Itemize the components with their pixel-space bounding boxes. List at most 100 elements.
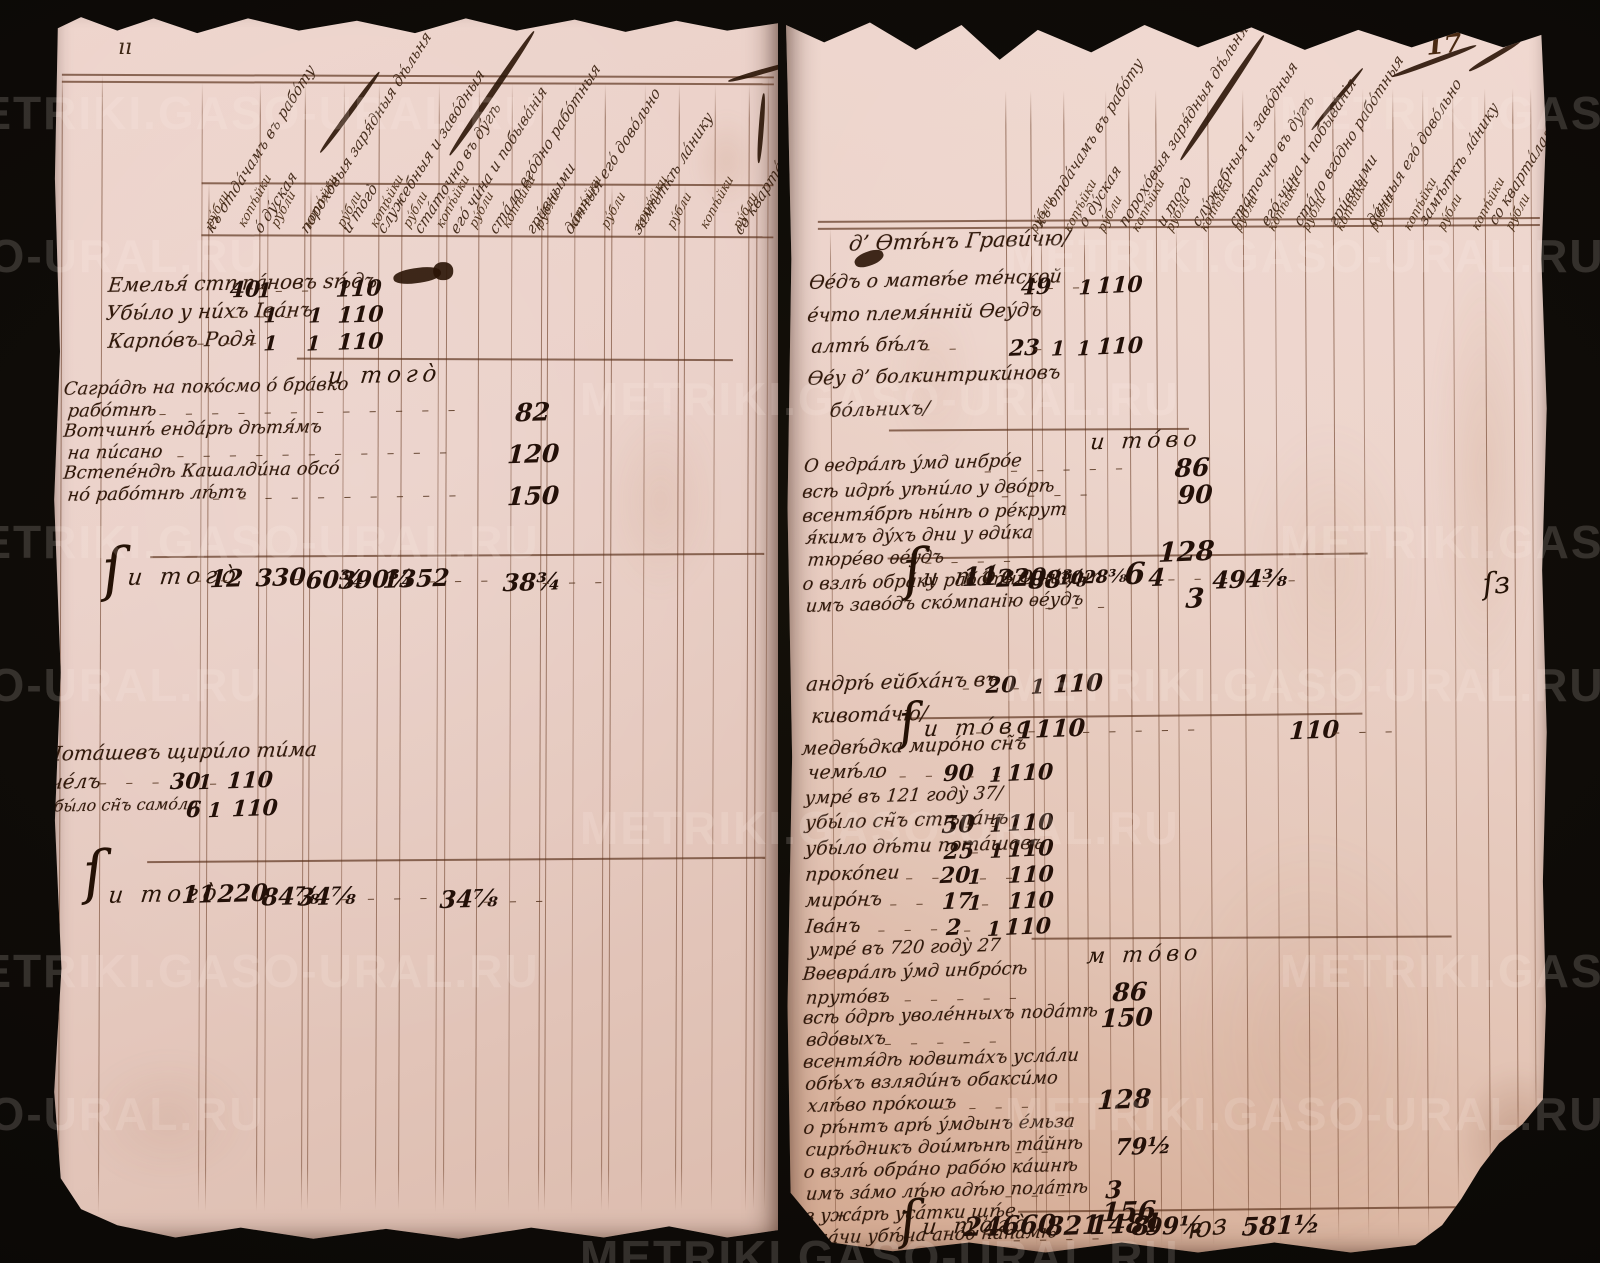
- handwritten-number: 30: [169, 768, 202, 796]
- ruled-line-vertical: [674, 83, 680, 1211]
- ink-bracket: ſз: [1481, 565, 1512, 603]
- ruled-line-vertical: [680, 183, 686, 1209]
- right-page-content: къ отда́чамъ въ рабо́ту о́ ду́ская порохо́…: [786, 22, 1547, 1252]
- handwritten-number: 1: [307, 303, 324, 328]
- handwritten-number: 110: [1004, 912, 1052, 941]
- ruled-line-vertical: [537, 83, 543, 1213]
- handwritten-number: 110: [231, 794, 279, 823]
- handwritten-number: 6: [185, 796, 202, 824]
- ruled-line-vertical: [1155, 90, 1163, 1247]
- handwritten-entry: Убы́ло сн̃ъ само́ло: [41, 793, 199, 816]
- handwritten-number: 3: [1184, 583, 1206, 615]
- left-page: къ отда́чамъ въ рабо́ту о́ ду́ская порохо́…: [54, 17, 778, 1239]
- dash-leader: – – – – – – – – – –: [212, 485, 464, 508]
- handwritten-entry: Пота́шевъ щири́ло ти́ма: [43, 736, 319, 766]
- handwritten-number: 110: [1007, 860, 1055, 889]
- ruled-line-vertical: [1128, 90, 1136, 1245]
- handwritten-number: 110: [1034, 712, 1086, 744]
- right-page: къ отда́чамъ въ рабо́ту о́ ду́ская порохо́…: [786, 22, 1547, 1253]
- dash-leader: –: [961, 678, 977, 698]
- ruled-line-vertical: [97, 73, 103, 1214]
- ruled-line-vertical: [300, 82, 306, 1212]
- ruled-line-vertical: [1063, 90, 1071, 1245]
- handwritten-number: 110: [226, 766, 274, 795]
- handwritten-number: 1: [1076, 335, 1092, 361]
- left-page-content: къ отда́чамъ въ рабо́ту о́ ду́ская порохо́…: [54, 17, 778, 1239]
- ink-stroke: [433, 262, 454, 281]
- dash-leader: –: [1011, 678, 1027, 697]
- handwritten-number: 581½: [1241, 1209, 1321, 1242]
- handwritten-number: 150: [1099, 1002, 1154, 1034]
- handwritten-number: 1: [989, 838, 1005, 863]
- ruled-line-vertical: [600, 83, 606, 1211]
- handwritten-number: 110: [336, 301, 385, 329]
- handwritten-number: 1: [1050, 335, 1066, 361]
- ruled-line-vertical: [543, 183, 549, 1211]
- ink-bracket: ſ: [99, 534, 126, 604]
- handwritten-number: 11: [961, 561, 1000, 594]
- ruled-line-vertical: [339, 82, 345, 1212]
- handwritten-number: 150: [506, 480, 561, 512]
- handwritten-number: 20: [939, 861, 972, 890]
- ruled-line-horizontal: [296, 357, 733, 361]
- ruled-line-horizontal: [61, 80, 774, 85]
- handwritten-entry: всѣ о́дрѣ уволе́нныхъ пода́тѣ: [801, 1000, 1100, 1029]
- ruled-line-horizontal: [61, 73, 774, 79]
- paper-stain: [1161, 828, 1464, 1251]
- ink-stroke: [756, 93, 767, 164]
- dash-leader: – – –: [482, 891, 551, 911]
- handwritten-entry: вдо́выхъ: [805, 1027, 888, 1051]
- handwritten-number: 1028⅜: [1057, 565, 1128, 590]
- handwritten-number: 11: [180, 879, 216, 910]
- total-label: и то́во: [1088, 426, 1203, 456]
- handwritten-number: 6: [1123, 556, 1147, 593]
- ruled-line-vertical: [1105, 90, 1113, 1247]
- ruled-line-vertical: [474, 83, 480, 1213]
- handwritten-number: 82: [514, 397, 551, 428]
- handwritten-number: 1: [262, 330, 279, 356]
- ink-stroke: [727, 59, 778, 84]
- ruled-line-vertical: [570, 83, 576, 1213]
- ruled-line-vertical: [255, 82, 261, 1212]
- dash-leader: – – –: [1044, 597, 1112, 617]
- ink-flourish: юз: [1187, 1206, 1228, 1246]
- total-label: м то́во: [1085, 940, 1204, 970]
- handwritten-entry: на пи́сано: [66, 441, 164, 464]
- handwritten-number: 1: [1078, 274, 1094, 300]
- handwritten-entry: Встепе́ндѣ Кашалди́на обсо́: [62, 457, 341, 484]
- ruled-line-vertical: [507, 83, 513, 1211]
- subcolumn-header: ру́бли: [1366, 190, 1397, 234]
- handwritten-number: 90: [1177, 479, 1214, 510]
- dash-leader: – – –: [196, 333, 265, 353]
- ink-stroke: [1467, 38, 1523, 74]
- handwritten-entry: Вѳевра́лѣ у́мд инбро́сѣ: [801, 957, 1029, 985]
- handwritten-number: 110: [1096, 332, 1144, 361]
- ruled-line-vertical: [752, 184, 758, 1210]
- pen-mark: ıı: [117, 34, 133, 61]
- handwritten-number: 86: [1111, 976, 1148, 1008]
- handwritten-number: 1: [207, 797, 223, 823]
- handwritten-number: 110: [1006, 758, 1054, 787]
- ruled-line-vertical: [442, 183, 448, 1211]
- handwritten-entry: медвѣ́дка миро́но сн̃ъ: [800, 731, 1028, 760]
- handwritten-entry: Ѳе́у д’ болкинтрики́новъ: [806, 361, 1062, 390]
- ruled-line-vertical: [374, 82, 380, 1210]
- dash-leader: – – –: [872, 766, 940, 786]
- ruled-line-horizontal: [201, 234, 774, 238]
- handwritten-number: 128: [1157, 535, 1216, 570]
- handwritten-entry: Сагра́дѣ на поко́смо о́ бра́вко: [62, 373, 350, 400]
- dash-leader: –: [209, 774, 224, 793]
- handwritten-entry: обѣ́хъ взляди́нъ обакси́мо: [804, 1067, 1059, 1095]
- ruled-line-vertical: [710, 84, 716, 1212]
- dash-leader: – – –: [878, 867, 947, 888]
- ruled-line-vertical: [640, 83, 646, 1213]
- dash-leader: –: [942, 1220, 958, 1240]
- handwritten-number: 4: [1147, 562, 1166, 593]
- handwritten-number: 110: [1007, 834, 1055, 863]
- dash-leader: –: [283, 307, 299, 326]
- dash-leader: – –: [1261, 570, 1303, 590]
- ruled-line-vertical: [607, 183, 613, 1211]
- handwritten-number: 110: [1096, 271, 1144, 300]
- column-header: со кварта́лая награ́дна: [1484, 56, 1598, 229]
- dash-leader: –: [1034, 339, 1050, 358]
